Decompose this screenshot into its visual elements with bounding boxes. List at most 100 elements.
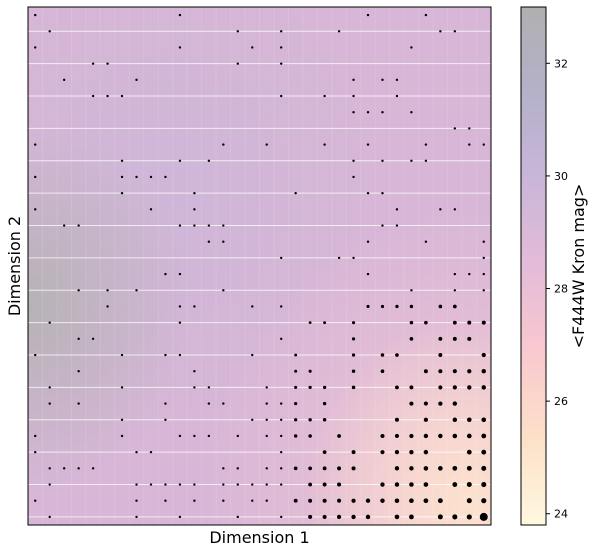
marker-point	[48, 386, 51, 389]
marker-point	[466, 433, 472, 439]
marker-point	[120, 159, 124, 162]
marker-point	[468, 127, 471, 130]
marker-point	[48, 483, 51, 486]
marker-point	[48, 402, 51, 405]
marker-point	[423, 449, 429, 455]
marker-point	[481, 498, 487, 504]
marker-point	[452, 369, 457, 374]
marker-point	[135, 483, 138, 486]
marker-point	[135, 175, 138, 179]
marker-point	[381, 111, 384, 114]
marker-point	[280, 256, 283, 260]
marker-point	[365, 498, 371, 503]
marker-point	[91, 337, 95, 341]
marker-point	[366, 111, 370, 114]
marker-point	[178, 353, 182, 357]
marker-point	[308, 418, 312, 422]
marker-point	[178, 13, 182, 17]
marker-point	[468, 272, 471, 276]
marker-point	[222, 467, 225, 470]
marker-point	[336, 514, 342, 520]
heatmap-peach-region	[28, 7, 491, 525]
marker-point	[106, 305, 109, 308]
marker-point	[481, 433, 487, 439]
marker-point	[62, 224, 66, 227]
marker-point	[265, 467, 268, 470]
marker-point	[34, 46, 37, 49]
marker-point	[409, 401, 414, 406]
marker-point	[251, 499, 254, 502]
marker-point	[280, 62, 283, 65]
marker-point	[120, 94, 124, 98]
marker-point	[265, 143, 268, 146]
marker-point	[280, 515, 283, 519]
marker-point	[410, 111, 413, 114]
colorbar-tick-label: 26	[554, 395, 568, 408]
marker-point	[236, 467, 239, 470]
marker-point	[178, 321, 182, 324]
marker-point	[193, 370, 196, 373]
marker-point	[423, 466, 429, 471]
marker-point	[452, 336, 457, 341]
marker-point	[381, 191, 384, 195]
marker-point	[236, 434, 239, 438]
marker-point	[77, 467, 80, 470]
marker-point	[193, 224, 196, 227]
marker-point	[323, 143, 326, 146]
marker-point	[395, 94, 399, 98]
marker-point	[77, 337, 80, 341]
marker-point	[438, 369, 443, 374]
marker-point	[424, 159, 428, 162]
marker-point	[207, 402, 211, 405]
marker-point	[294, 353, 298, 357]
marker-point	[409, 514, 414, 520]
marker-point	[34, 353, 37, 357]
marker-point	[91, 467, 95, 470]
marker-point	[409, 320, 414, 325]
marker-point	[410, 46, 413, 49]
marker-point	[351, 321, 356, 325]
marker-point	[452, 304, 457, 309]
marker-point	[236, 62, 239, 65]
marker-point	[481, 417, 487, 423]
marker-point	[423, 433, 429, 439]
marker-point	[466, 498, 472, 504]
marker-point	[394, 433, 400, 439]
marker-point	[164, 402, 167, 405]
marker-point	[222, 143, 225, 146]
marker-point	[481, 465, 487, 471]
marker-point	[438, 401, 443, 406]
colorbar-tick-label: 24	[554, 508, 568, 521]
marker-point	[222, 240, 225, 243]
marker-point	[322, 482, 327, 487]
marker-point	[294, 385, 298, 389]
marker-point	[337, 482, 342, 487]
marker-point	[467, 385, 472, 390]
marker-point	[481, 369, 486, 374]
marker-point	[164, 272, 167, 276]
marker-point	[193, 483, 196, 486]
y-axis-label: Dimension 2	[5, 216, 24, 316]
marker-point	[395, 208, 399, 211]
marker-point	[236, 515, 239, 519]
marker-point	[394, 417, 399, 422]
markers	[34, 13, 488, 521]
marker-point	[453, 127, 457, 130]
colorbar-gradient	[520, 6, 547, 526]
marker-point	[481, 481, 487, 488]
marker-point	[280, 418, 283, 421]
marker-point	[453, 30, 457, 33]
marker-point	[222, 224, 225, 227]
heatmap-area	[28, 7, 491, 525]
marker-point	[34, 434, 37, 438]
marker-point	[380, 304, 385, 309]
marker-point	[193, 305, 196, 308]
marker-point	[280, 30, 283, 33]
marker-point	[178, 483, 182, 486]
marker-point	[424, 240, 428, 243]
marker-point	[380, 433, 385, 438]
marker-point	[193, 191, 196, 195]
marker-point	[351, 450, 356, 455]
marker-point	[467, 336, 472, 341]
marker-point	[308, 466, 313, 471]
